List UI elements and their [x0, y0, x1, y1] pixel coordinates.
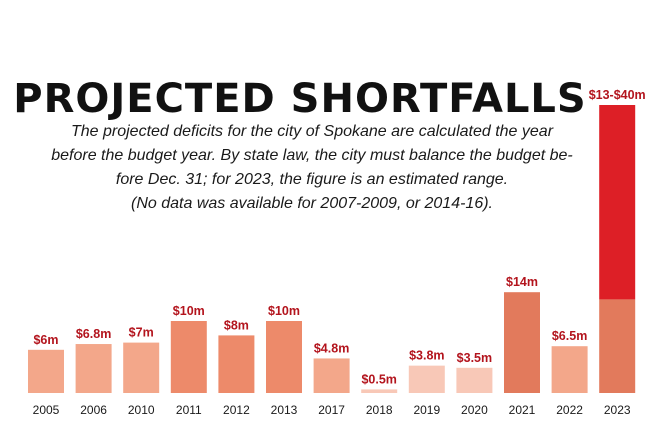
data-label-2018: $0.5m — [361, 372, 396, 386]
data-label-2010: $7m — [129, 326, 154, 340]
bar-2022 — [551, 346, 588, 393]
data-label-2022: $6.5m — [552, 329, 587, 343]
bar-2013 — [266, 321, 302, 393]
data-label-2011: $10m — [173, 304, 205, 318]
tick-label-2011: 2011 — [176, 403, 202, 417]
tick-label-2005: 2005 — [33, 403, 60, 417]
data-label-2020: $3.5m — [457, 351, 492, 365]
bar-2019 — [408, 365, 445, 393]
bar-range-2023 — [599, 105, 636, 300]
chart-title: PROJECTED SHORTFALLS — [13, 76, 586, 122]
bar-2005 — [28, 349, 64, 393]
bar-2012 — [218, 335, 255, 393]
bar-2018 — [361, 389, 398, 393]
bar-2011 — [170, 321, 207, 393]
bar-2023 — [599, 299, 636, 393]
bar-2020 — [456, 367, 493, 393]
data-label-2005: $6m — [33, 333, 58, 347]
chart-subtitle-line-1: The projected deficits for the city of S… — [71, 123, 554, 140]
tick-label-2017: 2017 — [318, 403, 345, 417]
chart-subtitle-line-4: (No data was available for 2007-2009, or… — [131, 195, 493, 212]
data-label-2013: $10m — [268, 304, 300, 318]
chart-subtitle-line-2: before the budget year. By state law, th… — [51, 147, 573, 164]
data-label-2021: $14m — [506, 275, 538, 289]
tick-label-2018: 2018 — [366, 403, 393, 417]
data-label-2017: $4.8m — [314, 341, 349, 355]
bar-2017 — [313, 358, 350, 393]
tick-label-2023: 2023 — [604, 403, 631, 417]
tick-label-2010: 2010 — [128, 403, 155, 417]
tick-label-2022: 2022 — [556, 403, 583, 417]
data-label-2023: $13-$40m — [589, 88, 646, 102]
data-label-2006: $6.8m — [76, 327, 111, 341]
chart-subtitle-line-3: fore Dec. 31; for 2023, the figure is an… — [116, 171, 508, 188]
tick-label-2020: 2020 — [461, 403, 488, 417]
tick-label-2012: 2012 — [223, 403, 250, 417]
data-label-2012: $8m — [224, 318, 249, 332]
tick-label-2021: 2021 — [509, 403, 536, 417]
bars-layer — [28, 105, 636, 393]
bar-2021 — [504, 292, 540, 393]
tick-label-2013: 2013 — [271, 403, 298, 417]
tick-label-2019: 2019 — [413, 403, 440, 417]
labels-layer: $6m 2005 $6.8m 2006 $7m 2010 $10m 2011 $8m 2012 $1… — [33, 88, 646, 417]
bar-2010 — [123, 342, 160, 393]
tick-label-2006: 2006 — [80, 403, 107, 417]
text-layer: PROJECTED SHORTFALLS The projected defic… — [13, 76, 586, 212]
bar-2006 — [75, 344, 112, 393]
data-label-2019: $3.8m — [409, 349, 444, 363]
